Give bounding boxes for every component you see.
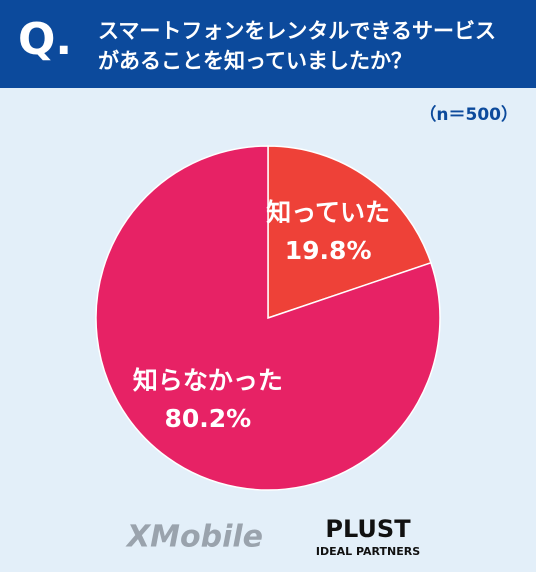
pie-slice	[267, 145, 432, 320]
logo-xmobile: XMobile	[125, 520, 263, 555]
logo-plust: PLUST	[325, 515, 411, 543]
logo-plust-sub: IDEAL PARTNERS	[316, 545, 420, 558]
slice-label: 知っていた	[266, 198, 390, 227]
chart-title: スマートフォンをレンタルできるサービスがあることを知っていましたか？	[98, 19, 496, 73]
header-band	[0, 0, 536, 88]
value-label: 80.2%	[164, 404, 251, 433]
pie-slice	[95, 145, 441, 491]
value-label: 19.8%	[285, 236, 372, 265]
badge: Q.	[18, 14, 73, 65]
sample-note: （n＝500）	[419, 105, 518, 125]
slice-label: 知らなかった	[133, 366, 283, 395]
